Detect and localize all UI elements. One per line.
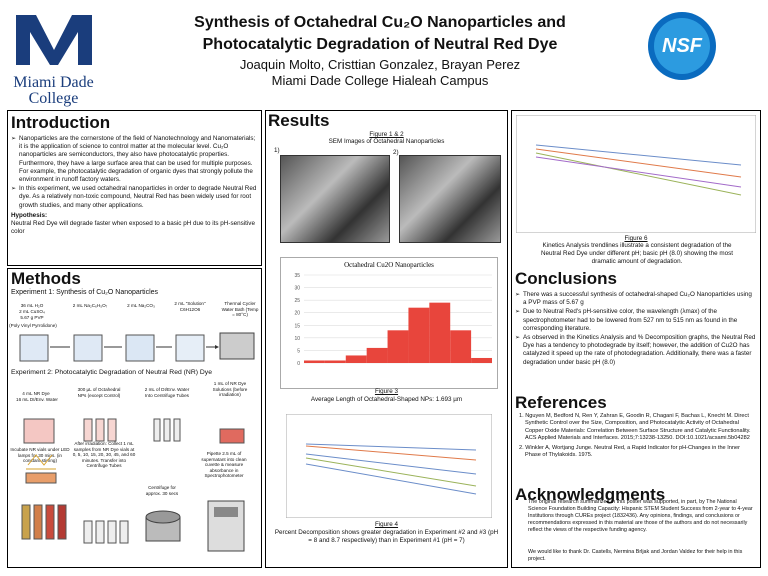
y-tick-label: 25	[294, 298, 300, 304]
bar	[366, 347, 388, 363]
bar	[304, 360, 325, 363]
decomposition-chart	[286, 414, 492, 518]
experiment-title: Experiment 2: Photocatalytic Degradation…	[11, 369, 212, 376]
figure-caption: Average Length of Octahedral-Shaped NPs:…	[310, 396, 463, 403]
y-tick-label: 10	[294, 336, 300, 342]
list-item: In this experiment, we used octahedral n…	[11, 185, 258, 210]
nsf-text: NSF	[662, 35, 703, 57]
title: Photocatalytic Degradation of Neutral Re…	[202, 36, 558, 53]
figure-label: Figure 4	[374, 521, 399, 528]
y-tick-label: 20	[294, 311, 300, 317]
nsf-logo: NSF	[648, 12, 716, 80]
logo: Miami Dade College	[6, 10, 101, 107]
authors: Joaquin Molto, Cristtian Gonzalez, Braya…	[239, 57, 521, 72]
image-label: 2)	[393, 149, 399, 156]
list-item: 1. Nguyen M, Bedford N, Ren Y, Zahran E,…	[519, 413, 751, 442]
bar	[387, 330, 409, 363]
logo-text: Miami Dade College	[6, 75, 101, 107]
bar	[408, 307, 430, 363]
figure-caption: Percent Decomposition shows greater degr…	[274, 529, 499, 544]
label: 2 mL CuSO₄	[19, 309, 45, 314]
degradation-diagram	[21, 418, 245, 552]
title: Synthesis of Octahedral Cu₂O Nanoparticl…	[194, 14, 566, 31]
sem-image	[280, 155, 390, 243]
y-tick-label: 15	[294, 323, 300, 329]
figure-caption: SEM Images of Octahedral Nanoparticles	[328, 138, 445, 145]
image-label: 1)	[274, 147, 280, 154]
list-item: 2. Winkler A, Wortjang Junge. Neutral Re…	[519, 444, 740, 459]
y-tick-label: 0	[297, 361, 300, 367]
kinetics-chart	[516, 115, 756, 233]
y-tick-label: 35	[294, 273, 300, 279]
methods-box: Methods Experiment 1: Synthesis of Cu₂O …	[7, 268, 262, 568]
affiliation: Miami Dade College Hialeah Campus	[271, 73, 489, 88]
hypothesis-label: Hypothesis:	[11, 211, 48, 219]
section-heading: Introduction	[11, 113, 111, 132]
logo-line: Miami Dade	[13, 74, 94, 91]
title-block: Synthesis of Octahedral Cu₂O Nanoparticl…	[120, 14, 640, 88]
list-item: Due to Neutral Red's pH-sensitive color,…	[515, 308, 757, 333]
acknowledgments-thanks: We would like to thank Dr. Castells, Ner…	[528, 549, 743, 562]
hypothesis: Neutral Red Dye will degrade faster when…	[11, 220, 255, 236]
label: After irradiation: Collect 1 mL samples …	[72, 441, 136, 469]
reference-list: 1. Nguyen M, Bedford N, Ren Y, Zahran E,…	[515, 413, 755, 461]
section-heading: Results	[268, 111, 330, 130]
label: 300 µL of Octahedral NPs (except Control…	[77, 387, 121, 398]
list-item: There was a successful synthesis of octa…	[515, 291, 757, 307]
label: (Poly Vinyl Pyrrolidone)	[9, 323, 57, 328]
figure-label: Figure 6	[624, 235, 648, 242]
figure-caption: Kinetics Analysis trendlines illustrate …	[540, 242, 734, 265]
experiment-title: Experiment 1: Synthesis of Cu₂O Nanopart…	[11, 289, 159, 296]
bar	[471, 357, 492, 363]
logo-line: College	[28, 90, 79, 107]
y-tick-label: 5	[297, 348, 300, 354]
bar	[324, 360, 346, 363]
logo-mark	[16, 15, 92, 65]
bullet-list: Nanoparticles are the cornerstone of the…	[11, 135, 258, 210]
label: Thermal Cycler Water Bath (Temp = 80°C)	[221, 301, 259, 318]
section-heading: Conclusions	[515, 269, 618, 288]
bar	[429, 302, 451, 363]
figure-label: Figure 3	[374, 388, 399, 395]
label: 1 mL of NR Dye Solutions (before irradia…	[212, 381, 248, 398]
histogram: Octahedral Cu2O Nanoparticles 0 5 10 15 20 25…	[294, 261, 492, 367]
label: 2 mL Na₂C₆H₅O₇	[72, 303, 108, 308]
label: 2 mL of DI/Env. Water Into Centrifuge Tu…	[144, 387, 190, 398]
section-heading: References	[515, 393, 607, 412]
label: 2 mL Na₂CO₃	[127, 303, 155, 308]
chart-title: Octahedral Cu2O Nanoparticles	[344, 261, 434, 269]
label: Pipette 2.5 mL of supernatant into clean…	[201, 451, 247, 479]
bar	[345, 355, 367, 363]
bar	[450, 330, 472, 363]
section-heading: Methods	[11, 269, 81, 288]
sem-image	[399, 155, 501, 243]
label: Centrifuge for approx. 30 secs	[145, 485, 179, 496]
list-item: As observed in the Kinetics Analysis and…	[515, 334, 757, 367]
acknowledgments-text: The original research summarized in this…	[528, 499, 753, 533]
section-heading: Acknowledgments	[515, 485, 666, 504]
histogram-frame	[280, 257, 498, 389]
results-box: Results Figure 1 & 2 SEM Images of Octah…	[265, 110, 508, 568]
right-box: Figure 6 Kinetics Analysis trendlines il…	[511, 110, 761, 568]
bullet-list: There was a successful synthesis of octa…	[515, 291, 757, 368]
label: 16 mL DI/Env. Water	[16, 397, 58, 402]
label: 2 mL "Solution" C6H12O6	[174, 301, 206, 312]
label: 4 mL NR Dye	[22, 391, 50, 396]
figure-label: Figure 1 & 2	[369, 131, 404, 138]
label: 36 mL H₂O	[20, 303, 44, 308]
synthesis-diagram	[19, 332, 255, 362]
list-item: Nanoparticles are the cornerstone of the…	[11, 135, 258, 184]
y-tick-label: 30	[294, 286, 300, 292]
introduction-box: Introduction Nanoparticles are the corne…	[7, 110, 262, 266]
label: 5.67 g PVP	[20, 315, 44, 320]
